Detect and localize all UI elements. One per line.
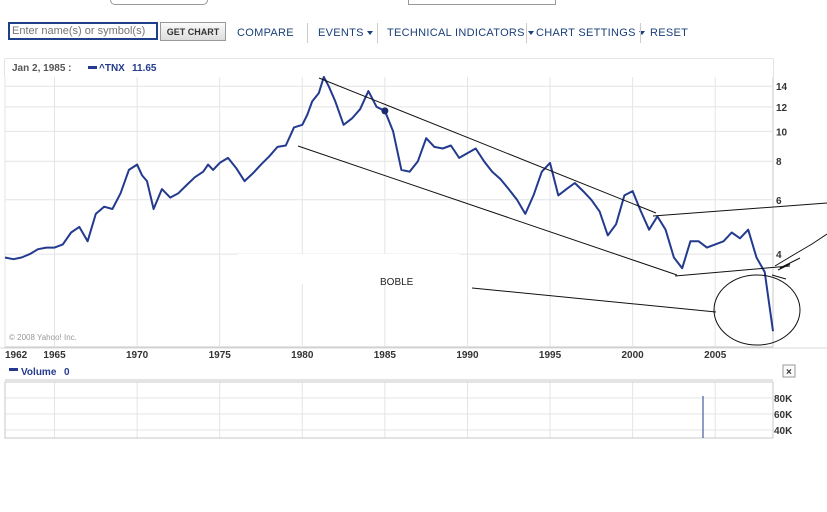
chart-header-strip — [5, 59, 773, 77]
toolbar-divider — [377, 23, 378, 43]
volume-label: Volume — [21, 367, 57, 378]
y-tick-label: 8 — [776, 157, 782, 168]
volume-gridlines — [4, 382, 773, 438]
wedge-upper-line — [652, 202, 827, 217]
annotation-label: BOBLE — [380, 277, 414, 288]
chart-settings-label: CHART SETTINGS — [536, 27, 636, 39]
x-tick-label: 2000 — [621, 350, 644, 361]
y-tick-label: 14 — [776, 82, 788, 93]
x-tick-label: 1985 — [374, 350, 397, 361]
x-tick-label: 1990 — [456, 350, 479, 361]
x-tick-label: 2005 — [704, 350, 727, 361]
toolbar-divider — [526, 23, 527, 43]
volume-swatch — [9, 368, 18, 371]
x-tick-label: 1970 — [126, 350, 149, 361]
chart-frame — [4, 58, 774, 348]
volume-frame — [4, 381, 774, 439]
volume-tick-label: 60K — [774, 410, 793, 421]
hover-date-label: Jan 2, 1985 : — [12, 63, 71, 74]
top-tab-fragment — [110, 0, 208, 5]
chart-settings-menu[interactable]: CHART SETTINGS — [536, 27, 645, 39]
get-chart-button[interactable]: GET CHART — [160, 22, 226, 41]
scribble-marks — [771, 233, 827, 280]
x-tick-label: 1975 — [209, 350, 232, 361]
y-tick-label: 10 — [776, 127, 788, 138]
annotation-label-bg — [238, 254, 460, 284]
chart-gridlines — [4, 77, 773, 347]
bubble-circle — [713, 274, 801, 346]
x-tick-label: 1980 — [291, 350, 314, 361]
events-label: EVENTS — [318, 27, 364, 39]
chevron-down-icon — [638, 31, 645, 36]
series-symbol: ^TNX — [99, 63, 125, 74]
drawn-annotations — [297, 77, 827, 346]
compare-link[interactable]: COMPARE — [237, 27, 294, 39]
close-icon: × — [786, 367, 792, 378]
channel-upper-line — [318, 77, 657, 214]
volume-tick-label: 40K — [774, 426, 793, 437]
pointer-line — [471, 287, 717, 313]
toolbar-divider — [307, 23, 308, 43]
hover-marker — [381, 107, 389, 115]
x-axis-ticks: 1962 1965 1970 1975 1980 1985 1990 1995 2000 2005 — [5, 350, 727, 361]
y-tick-label: 6 — [776, 196, 782, 207]
volume-value: 0 — [64, 367, 70, 378]
chevron-down-icon — [366, 31, 373, 36]
toolbar-divider — [640, 23, 641, 43]
y-tick-label: 4 — [776, 250, 782, 261]
x-tick-label: 1965 — [43, 350, 66, 361]
chevron-down-icon — [527, 31, 534, 36]
volume-tick-label: 80K — [774, 394, 793, 405]
x-tick-label: 1962 — [5, 350, 28, 361]
events-menu[interactable]: EVENTS — [318, 27, 373, 39]
chart-toolbar: GET CHART COMPARE EVENTS TECHNICAL INDIC… — [0, 18, 827, 48]
symbol-search-input[interactable] — [8, 22, 158, 40]
volume-chart: Volume 0 × 80K 60K 40K — [4, 364, 796, 439]
copyright-text: © 2008 Yahoo! Inc. — [9, 333, 77, 342]
top-box-fragment — [408, 0, 556, 5]
channel-lower-line — [297, 145, 678, 276]
y-tick-label: 12 — [776, 103, 788, 114]
x-tick-label: 1995 — [539, 350, 562, 361]
reset-link[interactable]: RESET — [650, 27, 689, 39]
series-swatch — [88, 66, 97, 69]
technical-indicators-label: TECHNICAL INDICATORS — [387, 27, 525, 39]
y-axis-ticks: 4 6 8 10 12 14 — [776, 82, 788, 261]
wedge-lower-line — [674, 265, 791, 277]
technical-indicators-menu[interactable]: TECHNICAL INDICATORS — [387, 27, 534, 39]
series-value: 11.65 — [132, 63, 157, 74]
close-volume-button[interactable] — [782, 364, 796, 378]
